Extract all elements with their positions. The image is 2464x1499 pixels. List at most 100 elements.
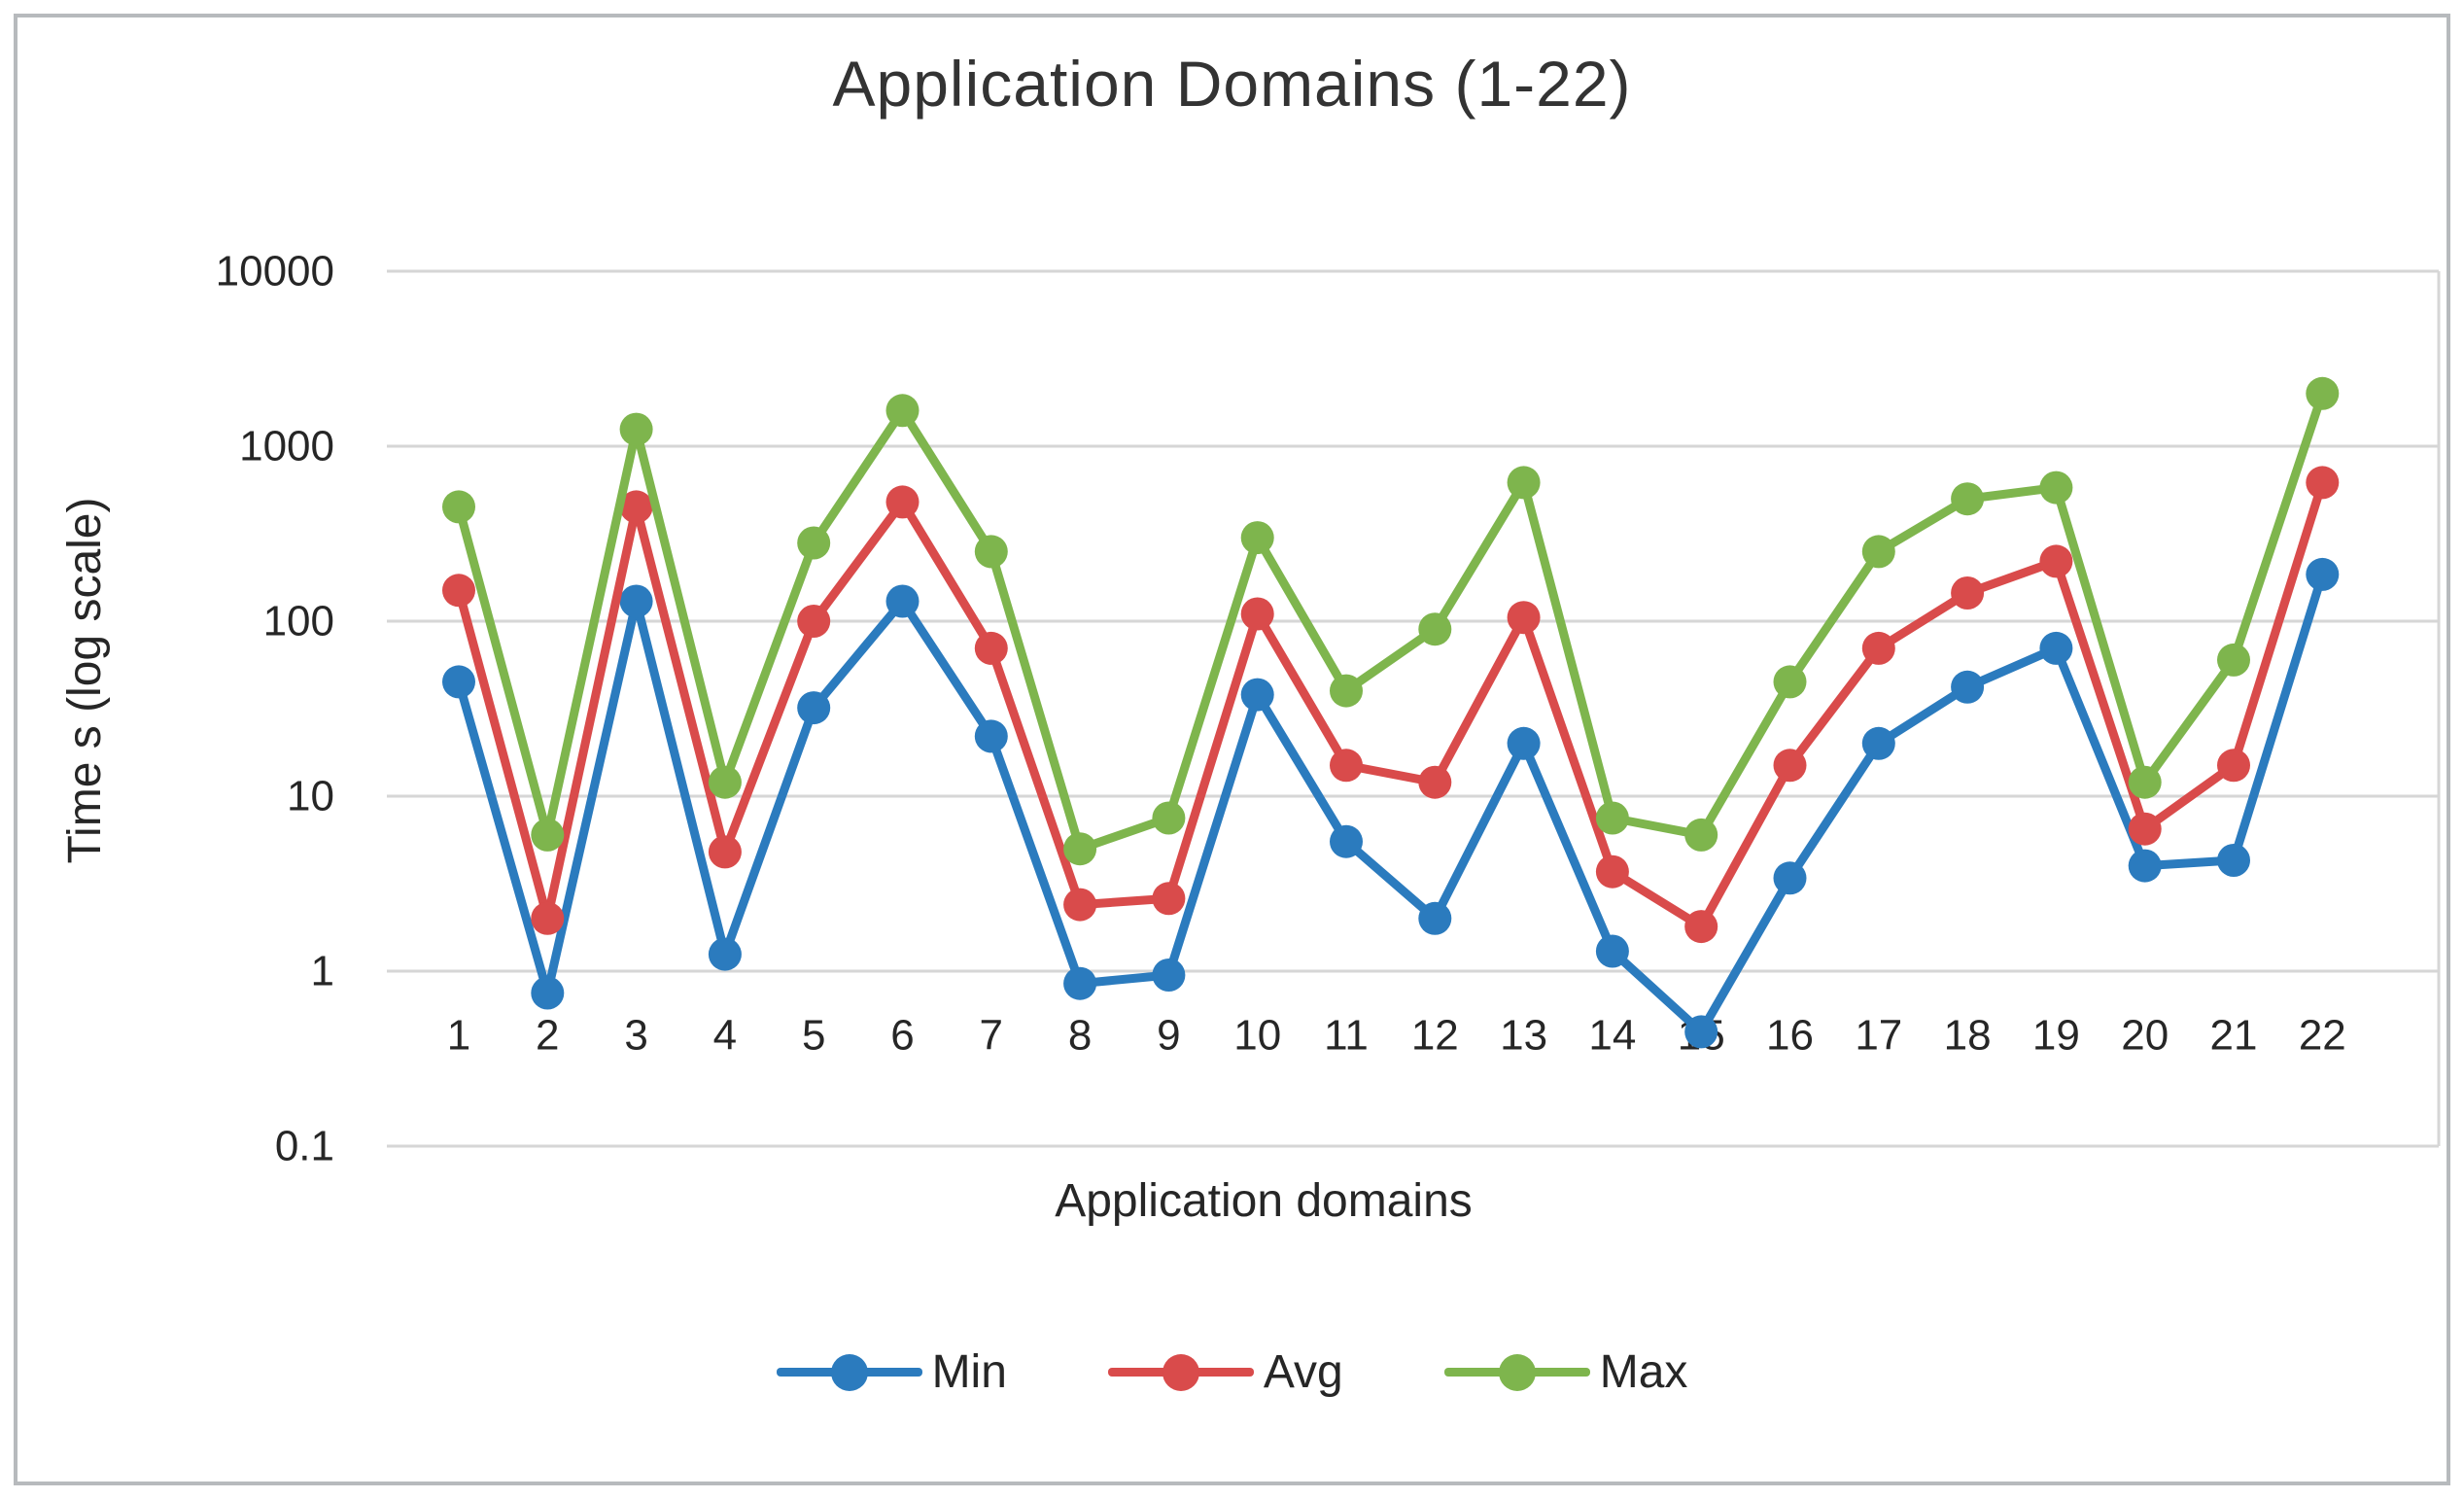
legend-swatch-icon [776, 1353, 922, 1392]
x-tick-label: 19 [2032, 1012, 2080, 1060]
x-tick-label: 11 [1324, 1012, 1369, 1060]
x-tick-label: 9 [1157, 1012, 1180, 1060]
series-avg-marker [1418, 765, 1452, 799]
series-min-marker [442, 665, 475, 699]
series-avg-marker [442, 574, 475, 608]
x-tick-label: 18 [1944, 1012, 1992, 1060]
series-min-marker [1684, 1015, 1718, 1049]
series-avg-marker [974, 631, 1008, 665]
y-tick-label: 1000 [239, 423, 334, 471]
series-max-marker [2217, 643, 2250, 677]
series-min-marker [1861, 726, 1895, 760]
series-min-marker [619, 584, 653, 618]
legend-entry-max: Max [1443, 1345, 1688, 1399]
legend-dot-icon [830, 1353, 868, 1391]
series-max-marker [619, 412, 653, 446]
series-avg-marker [1773, 749, 1807, 783]
series-max-marker [885, 394, 920, 428]
x-tick-label: 16 [1766, 1012, 1814, 1060]
series-max-marker [1861, 535, 1895, 569]
x-tick-label: 2 [536, 1012, 559, 1060]
x-tick-label: 1 [447, 1012, 470, 1060]
series-avg-marker [1951, 576, 1985, 610]
series-avg-line [454, 477, 2327, 931]
series-min-marker [1507, 726, 1541, 760]
legend-label: Min [931, 1346, 1007, 1398]
legend-entry-min: Min [776, 1345, 1007, 1399]
series-avg-marker [1152, 882, 1186, 916]
series-avg-marker [885, 485, 920, 519]
x-tick-label: 12 [1411, 1012, 1459, 1060]
series-avg-marker [2306, 466, 2340, 500]
series-avg-marker [1063, 888, 1097, 922]
series-max-marker [1951, 482, 1985, 516]
x-tick-label: 3 [624, 1012, 647, 1060]
x-tick-label: 14 [1588, 1012, 1636, 1060]
x-tick-label: 6 [890, 1012, 914, 1060]
legend: Min Avg Max [0, 1345, 2464, 1399]
chart-border-frame [14, 14, 2450, 1485]
series-min-marker [1240, 678, 1274, 712]
x-tick-label: 20 [2121, 1012, 2169, 1060]
series-max-marker [1418, 612, 1452, 646]
series-avg-marker [1595, 854, 1629, 889]
series-min-line [454, 570, 2327, 1036]
series-avg-marker [1330, 749, 1363, 783]
x-tick-label: 4 [713, 1012, 737, 1060]
series-avg-marker [1861, 631, 1895, 665]
series-max-marker [1240, 521, 1274, 555]
y-tick-label: 1 [311, 948, 334, 995]
series-min-marker [1063, 966, 1097, 1000]
x-tick-label: 7 [980, 1012, 1003, 1060]
series-avg-marker [708, 835, 742, 869]
series-avg-marker [2128, 812, 2162, 846]
series-avg-marker [1507, 601, 1541, 635]
x-tick-label: 8 [1068, 1012, 1092, 1060]
series-avg-marker [531, 901, 565, 935]
series-max-marker [1152, 801, 1186, 835]
series-min-marker [708, 937, 742, 971]
series-min-marker [1951, 670, 1985, 704]
series-max-marker [531, 818, 565, 852]
series-avg-marker [1240, 597, 1274, 631]
legend-dot-icon [1162, 1353, 1199, 1391]
series-min-marker [2039, 631, 2073, 665]
y-tick-label: 100 [263, 598, 334, 645]
series-max-marker [797, 526, 831, 560]
series-max-marker [1507, 466, 1541, 500]
x-tick-label: 13 [1500, 1012, 1547, 1060]
series-max-marker [1595, 801, 1629, 835]
x-tick-label: 10 [1233, 1012, 1281, 1060]
legend-label: Max [1599, 1346, 1688, 1398]
x-tick-label: 22 [2299, 1012, 2346, 1060]
series-max-marker [2128, 765, 2162, 799]
series-avg-marker [619, 490, 653, 524]
x-tick-label: 21 [2210, 1012, 2258, 1060]
series-min-marker [2128, 849, 2162, 883]
series-max-marker [2306, 376, 2340, 410]
series-min-marker [531, 976, 565, 1010]
series-min-marker [1595, 934, 1629, 968]
series-min-marker [1418, 901, 1452, 935]
series-min-marker [1330, 824, 1363, 858]
chart-title: Application Domains (1-22) [832, 48, 1632, 120]
legend-entry-avg: Avg [1107, 1345, 1343, 1399]
series-max-marker [1330, 674, 1363, 708]
series-max-marker [708, 765, 742, 799]
series-min-marker [797, 691, 831, 725]
series-min-marker [1152, 959, 1186, 992]
series-min-marker [974, 719, 1008, 753]
y-tick-label: 10000 [216, 248, 334, 296]
x-axis-title: Application domains [1055, 1175, 1473, 1227]
series-min-marker [2217, 844, 2250, 877]
legend-label: Avg [1263, 1346, 1343, 1398]
y-tick-label: 10 [287, 773, 334, 820]
series-min-marker [2306, 557, 2340, 591]
legend-swatch-icon [1107, 1353, 1254, 1392]
series-max-marker [974, 535, 1008, 569]
series-min-marker [1773, 861, 1807, 895]
series-avg-marker [1684, 910, 1718, 944]
series-max-marker [1063, 832, 1097, 866]
